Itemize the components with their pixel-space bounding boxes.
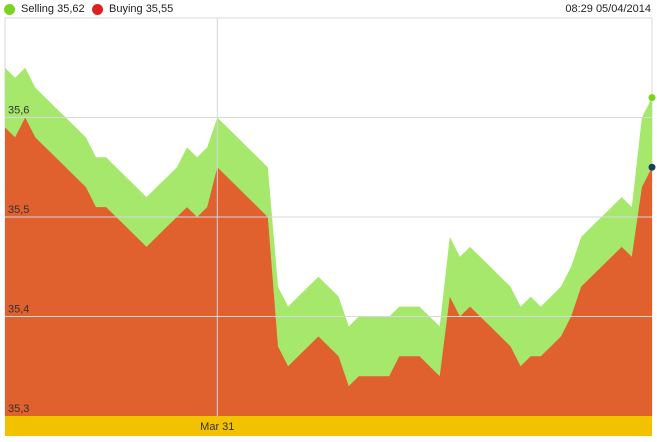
y-tick-label: 35,5 [8, 204, 29, 216]
legend-marker-selling [4, 3, 15, 15]
buying-area [5, 117, 652, 416]
legend-label-selling: Selling 35,62 [21, 3, 85, 15]
buying-last-point [648, 163, 656, 171]
y-tick-label: 35,6 [8, 105, 29, 117]
timestamp: 08:29 05/04/2014 [565, 3, 651, 15]
y-tick-label: 35,3 [8, 403, 29, 415]
legend-label-buying: Buying 35,55 [109, 3, 174, 15]
legend-item-buying[interactable]: Buying 35,55 [92, 3, 173, 15]
chart-header: Selling 35,62 Buying 35,55 08:29 05/04/2… [0, 0, 657, 18]
selling-last-point [648, 94, 656, 102]
legend-item-selling[interactable]: Selling 35,62 [4, 3, 85, 15]
legend-marker-buying [92, 3, 103, 15]
timeline-bar [5, 416, 652, 436]
x-tick-label: Mar 31 [200, 421, 234, 433]
y-tick-label: 35,4 [8, 304, 29, 316]
